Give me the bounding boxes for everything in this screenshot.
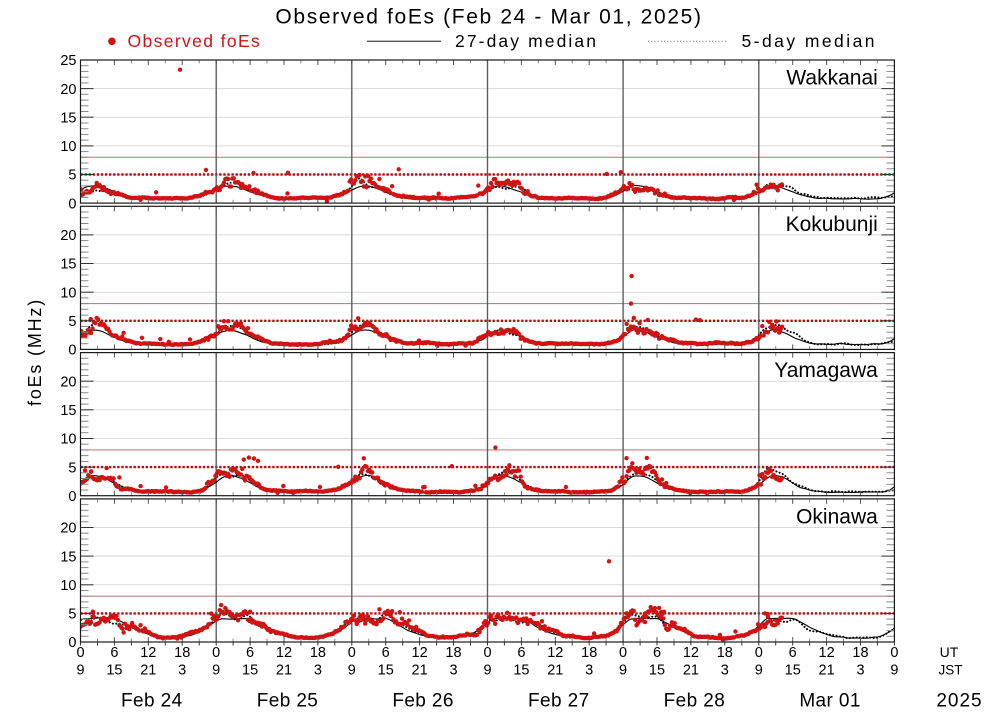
svg-text:12: 12 [412, 645, 428, 661]
svg-text:3: 3 [314, 663, 322, 679]
svg-text:21: 21 [819, 663, 835, 679]
svg-text:18: 18 [445, 645, 461, 661]
svg-text:0: 0 [68, 635, 76, 651]
svg-text:0: 0 [212, 645, 220, 661]
svg-text:UT: UT [940, 644, 959, 660]
svg-text:12: 12 [140, 645, 156, 661]
svg-text:10: 10 [60, 285, 76, 301]
svg-text:0: 0 [76, 645, 84, 661]
svg-text:27-day median: 27-day median [455, 31, 598, 51]
svg-text:15: 15 [785, 663, 801, 679]
svg-text:Feb 28: Feb 28 [664, 691, 726, 712]
svg-text:15: 15 [60, 549, 76, 565]
svg-text:15: 15 [60, 257, 76, 273]
svg-text:Observed foEs (Feb 24 - Mar 01: Observed foEs (Feb 24 - Mar 01, 2025) [275, 6, 702, 29]
svg-text:15: 15 [60, 403, 76, 419]
svg-text:3: 3 [585, 663, 593, 679]
svg-text:6: 6 [653, 645, 661, 661]
svg-text:9: 9 [76, 663, 84, 679]
svg-text:6: 6 [382, 645, 390, 661]
svg-text:Wakkanai: Wakkanai [786, 67, 877, 90]
svg-text:18: 18 [174, 645, 190, 661]
svg-text:0: 0 [483, 645, 491, 661]
svg-text:0: 0 [348, 645, 356, 661]
svg-text:Yamagawa: Yamagawa [774, 359, 878, 382]
svg-text:foEs (MHz): foEs (MHz) [25, 298, 45, 406]
svg-text:6: 6 [517, 645, 525, 661]
svg-text:5: 5 [68, 460, 76, 476]
svg-text:20: 20 [60, 82, 76, 98]
svg-text:21: 21 [547, 663, 563, 679]
svg-text:10: 10 [60, 578, 76, 594]
svg-text:10: 10 [60, 139, 76, 155]
svg-text:21: 21 [412, 663, 428, 679]
svg-text:20: 20 [60, 521, 76, 537]
svg-text:3: 3 [721, 663, 729, 679]
svg-text:15: 15 [378, 663, 394, 679]
svg-text:Feb 24: Feb 24 [121, 691, 183, 712]
svg-text:6: 6 [789, 645, 797, 661]
svg-text:18: 18 [310, 645, 326, 661]
svg-text:15: 15 [106, 663, 122, 679]
svg-text:Feb 26: Feb 26 [392, 691, 454, 712]
svg-text:9: 9 [483, 663, 491, 679]
svg-text:5: 5 [68, 314, 76, 330]
svg-text:20: 20 [60, 374, 76, 390]
svg-text:15: 15 [242, 663, 258, 679]
svg-text:3: 3 [178, 663, 186, 679]
svg-text:6: 6 [110, 645, 118, 661]
svg-text:18: 18 [717, 645, 733, 661]
svg-text:15: 15 [60, 110, 76, 126]
svg-text:5: 5 [68, 607, 76, 623]
svg-text:5-day median: 5-day median [742, 31, 877, 51]
svg-text:18: 18 [581, 645, 597, 661]
svg-text:9: 9 [212, 663, 220, 679]
svg-text:12: 12 [276, 645, 292, 661]
svg-text:0: 0 [890, 645, 898, 661]
svg-text:10: 10 [60, 432, 76, 448]
svg-text:Okinawa: Okinawa [796, 505, 878, 528]
svg-text:JST: JST [938, 663, 962, 678]
svg-text:3: 3 [449, 663, 457, 679]
svg-text:25: 25 [60, 53, 76, 69]
svg-text:15: 15 [649, 663, 665, 679]
svg-text:12: 12 [819, 645, 835, 661]
svg-text:21: 21 [276, 663, 292, 679]
svg-text:9: 9 [890, 663, 898, 679]
svg-text:18: 18 [852, 645, 868, 661]
svg-text:21: 21 [683, 663, 699, 679]
svg-text:0: 0 [619, 645, 627, 661]
svg-text:3: 3 [856, 663, 864, 679]
svg-text:0: 0 [68, 489, 76, 505]
svg-text:0: 0 [68, 196, 76, 212]
svg-text:Mar 01: Mar 01 [799, 691, 861, 712]
svg-text:2025: 2025 [936, 691, 982, 712]
svg-text:21: 21 [140, 663, 156, 679]
svg-text:9: 9 [755, 663, 763, 679]
svg-text:0: 0 [755, 645, 763, 661]
svg-text:6: 6 [246, 645, 254, 661]
svg-text:9: 9 [619, 663, 627, 679]
svg-text:9: 9 [348, 663, 356, 679]
svg-text:5: 5 [68, 168, 76, 184]
svg-text:20: 20 [60, 228, 76, 244]
svg-text:12: 12 [683, 645, 699, 661]
svg-text:0: 0 [68, 343, 76, 359]
svg-text:Feb 25: Feb 25 [257, 691, 319, 712]
svg-text:Feb 27: Feb 27 [528, 691, 590, 712]
svg-text:Observed foEs: Observed foEs [128, 31, 262, 51]
svg-text:Kokubunji: Kokubunji [786, 213, 878, 236]
svg-text:12: 12 [547, 645, 563, 661]
svg-text:15: 15 [513, 663, 529, 679]
